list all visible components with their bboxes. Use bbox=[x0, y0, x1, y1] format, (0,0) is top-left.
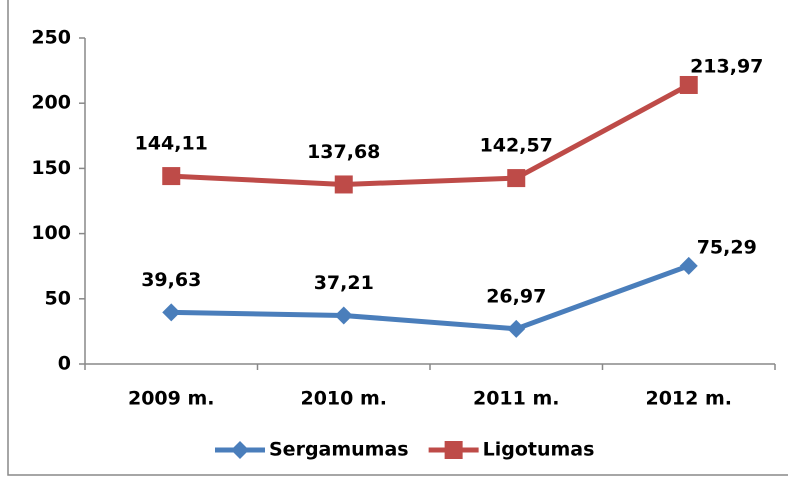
y-tick-label: 150 bbox=[31, 157, 71, 179]
marker bbox=[679, 75, 698, 94]
y-tick-label: 50 bbox=[45, 287, 71, 309]
data-label: 75,29 bbox=[697, 236, 757, 258]
y-tick-label: 100 bbox=[31, 222, 71, 244]
data-label: 37,21 bbox=[314, 272, 374, 294]
series-line bbox=[171, 82, 690, 187]
data-label: 213,97 bbox=[690, 55, 763, 77]
data-label: 137,68 bbox=[307, 141, 380, 163]
marker bbox=[334, 175, 353, 194]
x-tick-label: 2010 m. bbox=[300, 388, 387, 410]
data-label: 26,97 bbox=[486, 285, 546, 307]
y-tick-label: 200 bbox=[31, 92, 71, 114]
data-label: 39,63 bbox=[141, 269, 201, 291]
x-tick-label: 2011 m. bbox=[473, 388, 560, 410]
marker bbox=[334, 306, 353, 325]
data-label: 144,11 bbox=[135, 133, 208, 155]
marker bbox=[507, 169, 526, 188]
chart-frame bbox=[7, 0, 788, 476]
y-tick-label: 250 bbox=[31, 27, 71, 49]
marker bbox=[679, 256, 698, 275]
data-label: 142,57 bbox=[480, 135, 553, 157]
y-tick-label: 0 bbox=[58, 353, 71, 375]
marker bbox=[444, 441, 463, 459]
marker bbox=[231, 441, 249, 459]
marker bbox=[507, 319, 526, 338]
legend-label: Ligotumas bbox=[483, 439, 595, 461]
x-tick-label: 2012 m. bbox=[645, 388, 732, 410]
marker bbox=[162, 303, 181, 322]
series-line bbox=[171, 263, 690, 332]
legend-label: Sergamumas bbox=[269, 439, 409, 461]
x-tick-label: 2009 m. bbox=[128, 388, 215, 410]
marker bbox=[162, 167, 181, 186]
